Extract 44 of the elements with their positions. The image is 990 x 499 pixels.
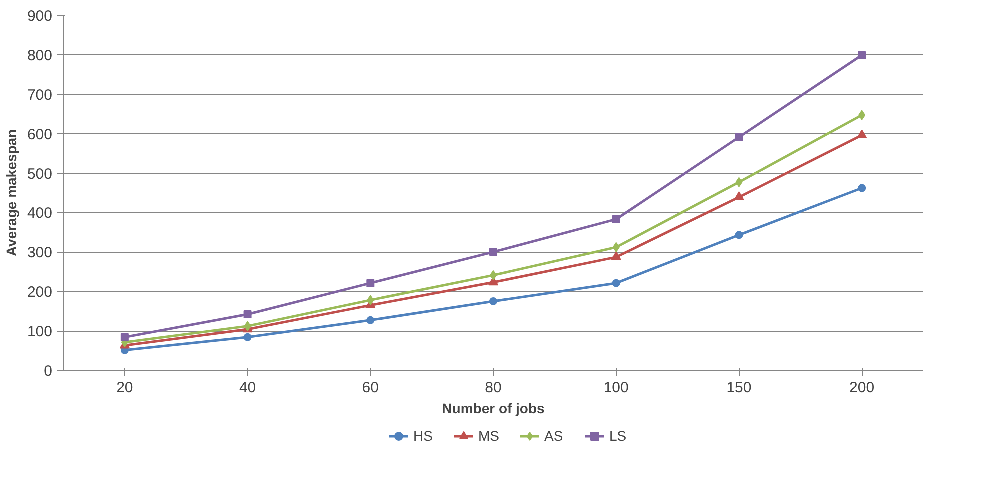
y-tick-label: 300 bbox=[27, 244, 53, 262]
y-tick-label: 700 bbox=[27, 86, 53, 104]
y-axis-title: Average makespan bbox=[3, 129, 20, 257]
point bbox=[736, 177, 743, 188]
point bbox=[244, 333, 252, 342]
x-tick-label: 200 bbox=[850, 380, 875, 396]
point bbox=[490, 297, 498, 306]
point bbox=[120, 333, 129, 342]
point bbox=[611, 252, 622, 260]
legend-label: MS bbox=[478, 428, 500, 444]
point bbox=[366, 279, 375, 288]
point bbox=[367, 295, 374, 306]
legend-label: LS bbox=[610, 428, 628, 444]
legend-label: AS bbox=[544, 428, 564, 444]
point bbox=[612, 279, 620, 288]
point bbox=[858, 110, 866, 120]
y-tick-label: 500 bbox=[27, 166, 53, 183]
x-tick-label: 150 bbox=[726, 380, 752, 396]
y-tick-label: 200 bbox=[27, 284, 53, 302]
x-tick-label: 100 bbox=[604, 380, 629, 396]
x-axis-title: Number of jobs bbox=[442, 400, 546, 416]
y-tick-label: 800 bbox=[27, 47, 53, 64]
y-tick-label: 600 bbox=[27, 126, 53, 144]
point bbox=[735, 231, 744, 240]
x-tick-label: 60 bbox=[362, 380, 379, 396]
point bbox=[734, 192, 744, 200]
point bbox=[490, 248, 498, 256]
point bbox=[612, 215, 620, 224]
y-tick-label: 100 bbox=[27, 324, 53, 341]
point bbox=[612, 242, 620, 252]
point bbox=[244, 321, 252, 332]
y-tick-label: 0 bbox=[44, 363, 52, 380]
point bbox=[858, 51, 866, 60]
point bbox=[244, 310, 252, 318]
x-tick-label: 80 bbox=[485, 380, 502, 396]
point bbox=[735, 133, 744, 142]
point bbox=[858, 184, 866, 192]
y-tick-label: 900 bbox=[27, 8, 53, 25]
point bbox=[366, 316, 375, 324]
legend-label: HS bbox=[414, 428, 434, 444]
y-tick-label: 400 bbox=[27, 205, 53, 222]
x-tick-label: 20 bbox=[116, 380, 134, 396]
point bbox=[857, 130, 868, 139]
x-tick-label: 40 bbox=[239, 380, 256, 396]
